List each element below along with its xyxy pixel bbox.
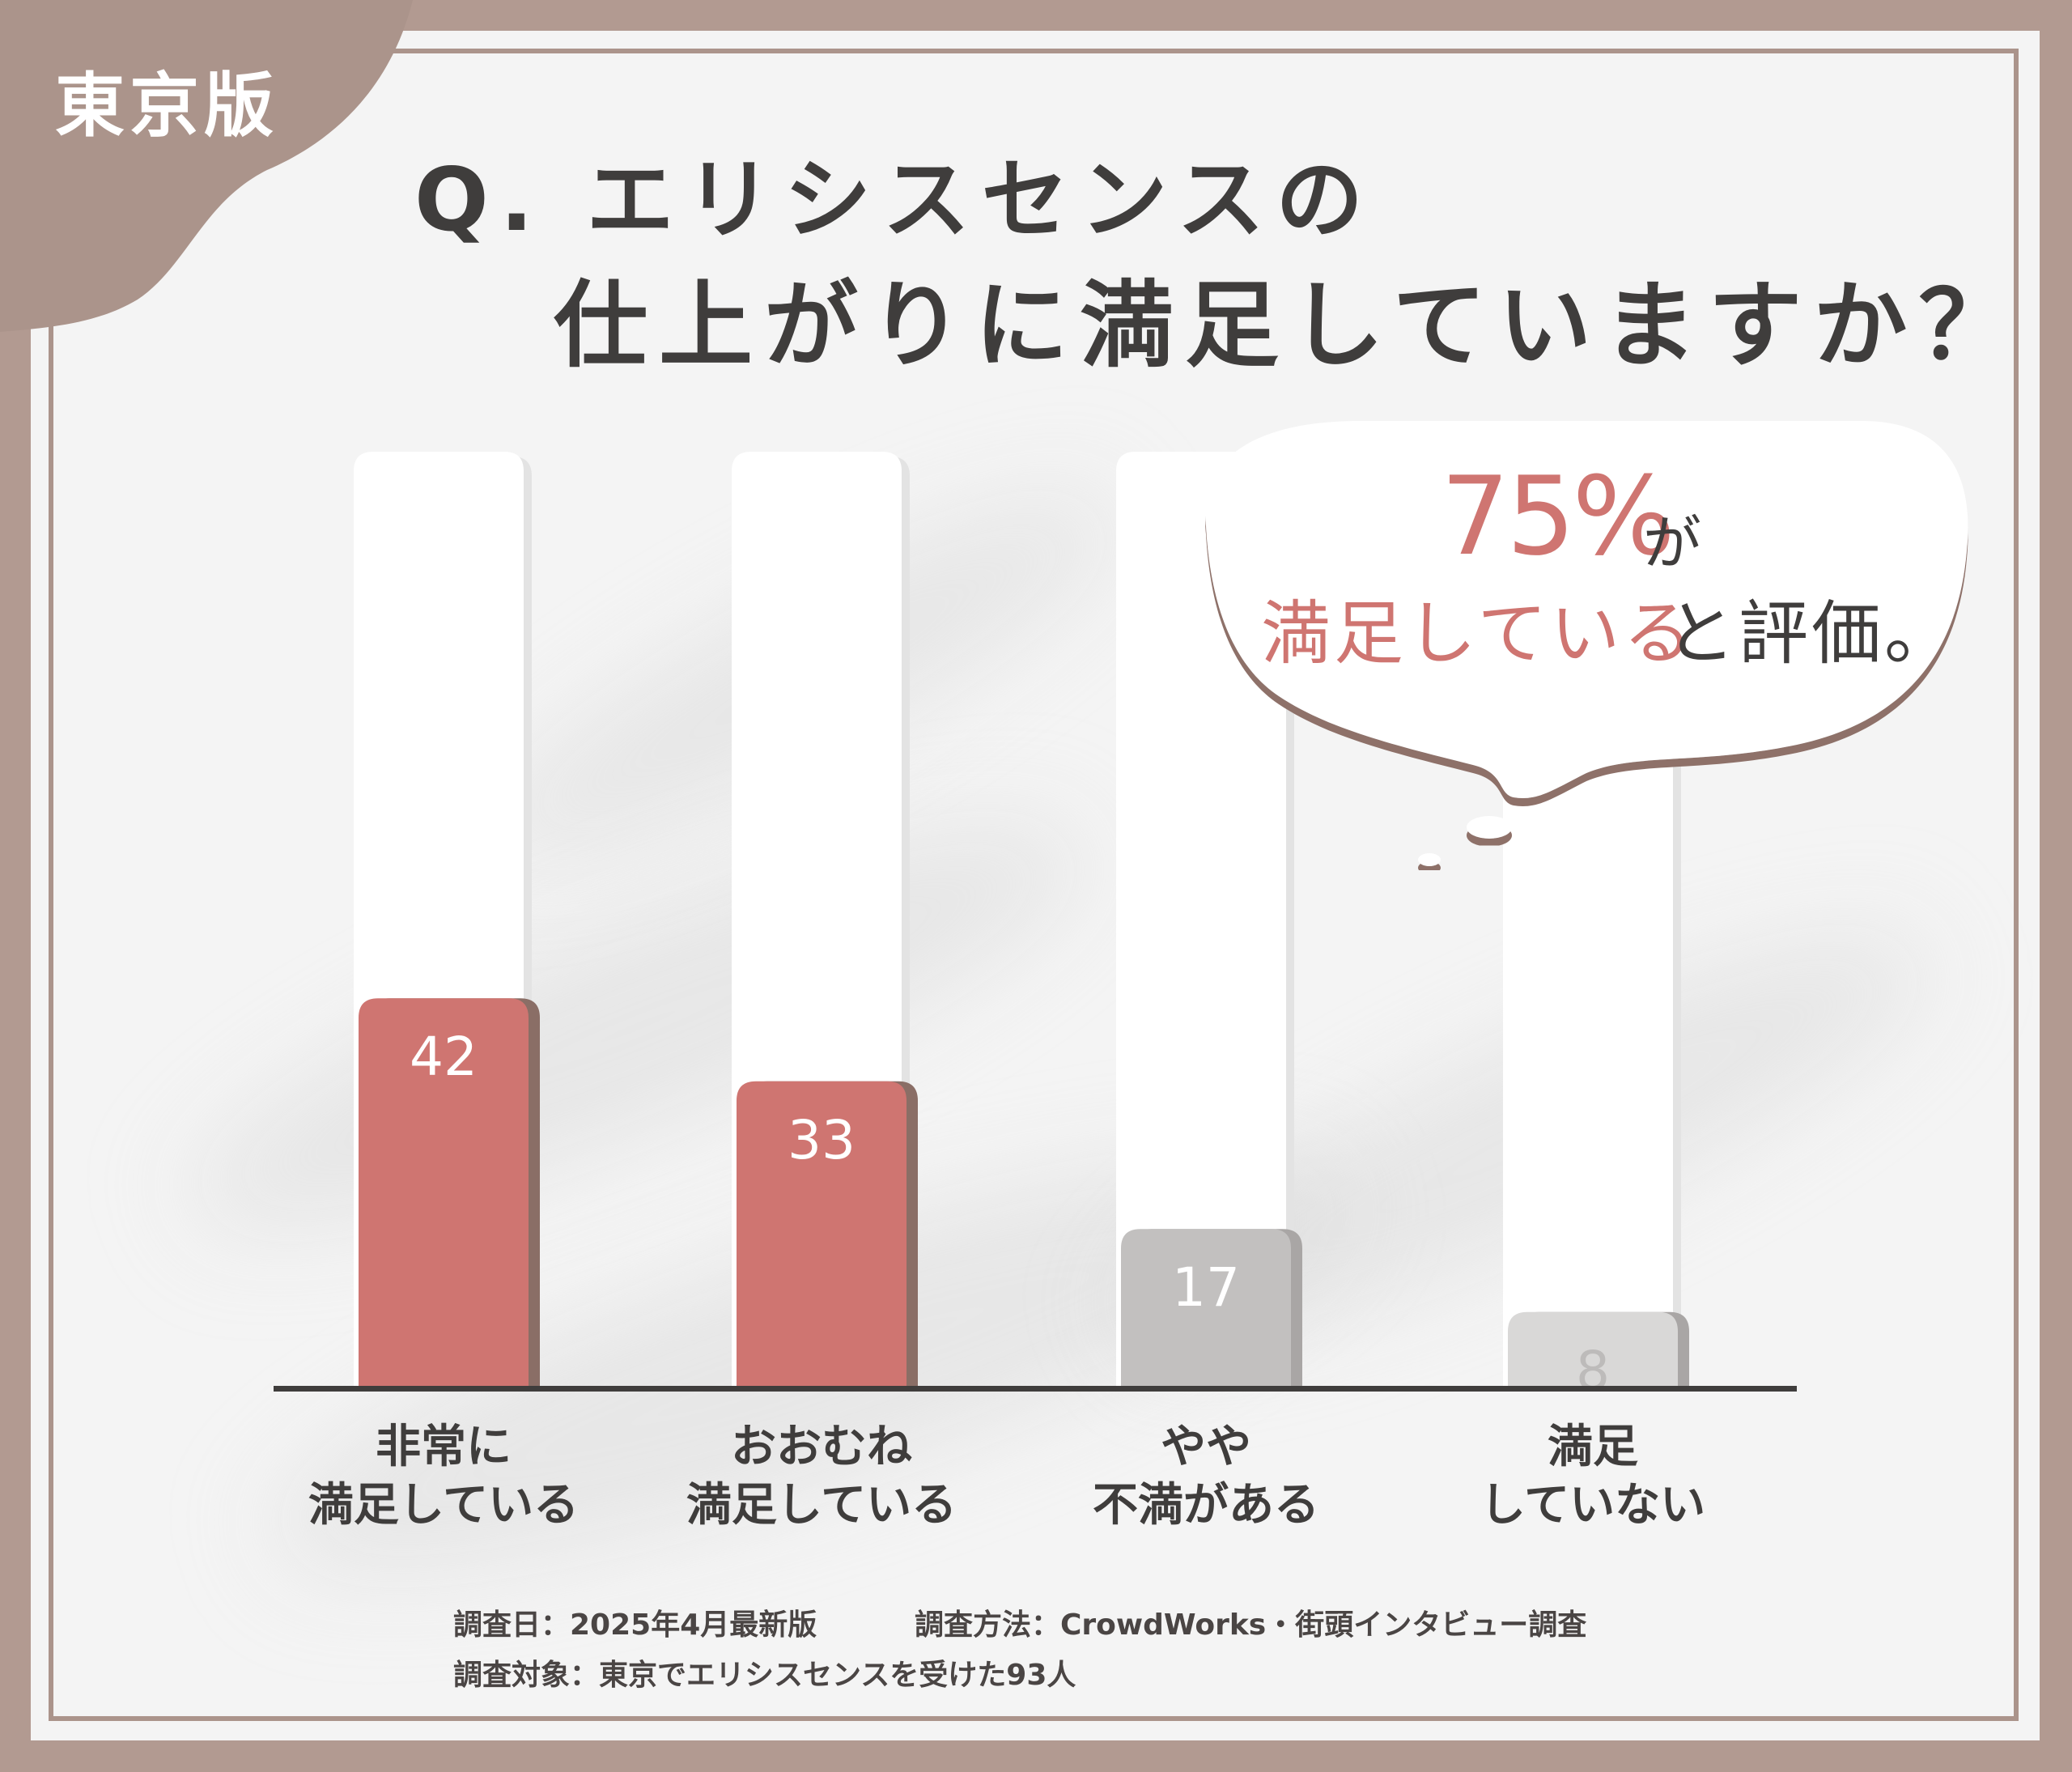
badge-label: 東京版 — [55, 66, 278, 147]
footer-method: 調査方法：CrowdWorks・街頭インタビュー調査 — [915, 1608, 1587, 1642]
category-label-line: 満足している — [308, 1479, 580, 1532]
footer-date: 調査日：2025年4月最新版 — [453, 1608, 817, 1642]
bar — [359, 998, 529, 1386]
category-label-line: やや — [1161, 1421, 1251, 1473]
badge-shape — [0, 0, 413, 332]
footer-target: 調査対象：東京でエリシスセンスを受けた93人 — [453, 1659, 1076, 1692]
category-label-line: 満足 — [1548, 1421, 1638, 1473]
callout-rest: と評価。 — [1666, 593, 1957, 674]
bar — [1121, 1229, 1291, 1386]
page-title-line2: 仕上がりに満足していますか？ — [554, 271, 2024, 380]
category-label: 満足 していない — [1382, 1418, 1803, 1535]
category-label: おおむね満足している — [611, 1418, 1032, 1535]
category-label-line: 非常に — [376, 1421, 512, 1473]
bar-value-label: 33 — [788, 1109, 856, 1171]
bar-value-label: 17 — [1172, 1256, 1240, 1319]
category-label-line: していない — [1480, 1479, 1706, 1532]
category-label-line: 不満がある — [1093, 1479, 1319, 1532]
callout-highlight: 満足している — [1261, 593, 1696, 674]
category-label-line: 満足している — [686, 1479, 957, 1532]
bar-value-label: 42 — [410, 1026, 478, 1088]
page-title-line1: Q. エリシスセンスの — [414, 150, 1375, 251]
category-label-line: おおむね — [731, 1421, 912, 1473]
bar — [737, 1081, 906, 1386]
callout-percent-suffix: が — [1643, 509, 1702, 577]
bar-track — [1116, 452, 1286, 1386]
bar — [1508, 1311, 1678, 1386]
category-label: 非常に 満足している — [233, 1418, 654, 1535]
x-axis-line — [274, 1386, 1797, 1392]
callout-percent: 75% — [1441, 453, 1675, 580]
category-label: やや 不満がある — [996, 1418, 1416, 1535]
